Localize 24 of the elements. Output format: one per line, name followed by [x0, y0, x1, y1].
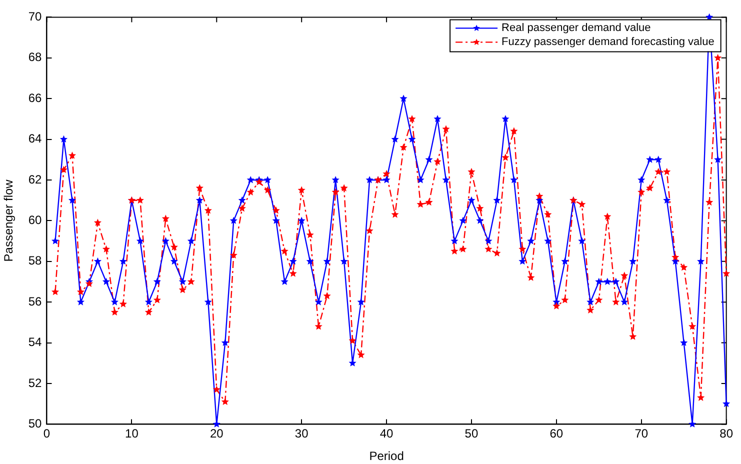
- y-tick-label: 64: [28, 132, 42, 146]
- x-tick-label: 30: [294, 426, 309, 441]
- y-tick-label: 52: [28, 376, 42, 390]
- x-tick-label: 0: [43, 426, 50, 441]
- x-tick-label: 50: [464, 426, 478, 441]
- legend-label: Real passenger demand value: [502, 22, 651, 34]
- x-tick-label: 70: [634, 426, 648, 441]
- y-axis-title: Passenger flow: [2, 179, 16, 262]
- y-tick-label: 58: [28, 254, 42, 268]
- y-tick-label: 50: [28, 416, 42, 431]
- x-tick-label: 80: [720, 426, 734, 441]
- y-tick-label: 54: [28, 335, 42, 350]
- y-tick-label: 68: [28, 50, 42, 64]
- y-tick-label: 62: [28, 172, 42, 186]
- y-tick-label: 70: [28, 10, 42, 24]
- y-tick-label: 60: [28, 213, 42, 228]
- y-tick-label: 56: [28, 294, 42, 308]
- x-tick-label: 60: [550, 426, 564, 441]
- x-tick-label: 20: [210, 426, 224, 441]
- legend-label: Fuzzy passenger demand forecasting value: [502, 36, 714, 48]
- y-tick-label: 66: [28, 90, 42, 105]
- x-axis-title: Period: [369, 449, 404, 464]
- x-tick-label: 10: [125, 426, 139, 441]
- x-tick-label: 40: [380, 426, 394, 441]
